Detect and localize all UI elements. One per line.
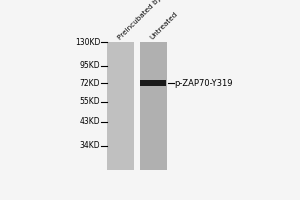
- Bar: [107, 42, 134, 170]
- Text: Preincubated by peptide: Preincubated by peptide: [116, 0, 184, 41]
- Text: Untreated: Untreated: [149, 11, 179, 41]
- Text: 43KD: 43KD: [80, 117, 100, 126]
- Text: 95KD: 95KD: [80, 61, 100, 70]
- Bar: [140, 80, 166, 86]
- Text: 130KD: 130KD: [75, 38, 100, 47]
- Text: 34KD: 34KD: [80, 141, 100, 150]
- Text: p-ZAP70-Y319: p-ZAP70-Y319: [175, 79, 233, 88]
- Bar: [140, 42, 167, 170]
- Text: 55KD: 55KD: [80, 97, 100, 106]
- Text: 72KD: 72KD: [80, 79, 100, 88]
